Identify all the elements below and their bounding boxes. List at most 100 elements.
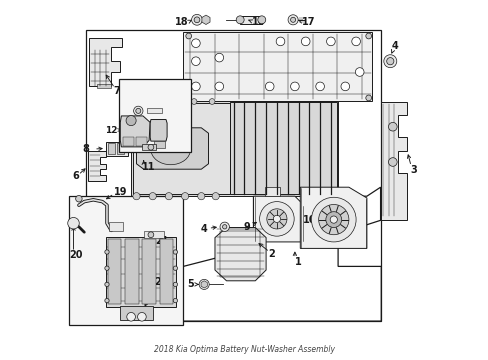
- Circle shape: [173, 282, 177, 287]
- Circle shape: [136, 108, 141, 113]
- Circle shape: [222, 225, 226, 229]
- Circle shape: [173, 298, 177, 303]
- Bar: [133, 101, 154, 110]
- Text: 4: 4: [201, 224, 207, 234]
- Circle shape: [173, 266, 177, 270]
- Circle shape: [257, 16, 265, 24]
- Bar: [142, 239, 156, 304]
- Circle shape: [191, 57, 200, 66]
- Circle shape: [104, 298, 109, 303]
- Text: 1: 1: [294, 257, 301, 267]
- Text: 14: 14: [172, 105, 185, 114]
- Polygon shape: [136, 128, 208, 169]
- Bar: [146, 108, 162, 113]
- Circle shape: [386, 58, 393, 65]
- Polygon shape: [380, 102, 406, 220]
- Text: 3: 3: [409, 165, 416, 175]
- Text: 12: 12: [105, 126, 118, 135]
- Text: 2018 Kia Optima Battery Nut-Washer Assembly: 2018 Kia Optima Battery Nut-Washer Assem…: [154, 345, 334, 354]
- Circle shape: [266, 209, 286, 229]
- Circle shape: [148, 144, 153, 150]
- Bar: [136, 137, 146, 146]
- Circle shape: [104, 282, 109, 287]
- Bar: [143, 231, 163, 238]
- Circle shape: [318, 204, 348, 235]
- Bar: [117, 143, 123, 154]
- Circle shape: [104, 266, 109, 270]
- Polygon shape: [88, 151, 106, 181]
- Circle shape: [191, 39, 200, 48]
- Bar: [106, 237, 176, 307]
- Polygon shape: [120, 116, 150, 147]
- Circle shape: [173, 250, 177, 254]
- Bar: [125, 239, 139, 304]
- Text: 5: 5: [187, 279, 194, 289]
- Circle shape: [351, 37, 360, 46]
- Circle shape: [355, 68, 363, 76]
- Text: 7: 7: [113, 86, 120, 96]
- Circle shape: [149, 193, 156, 200]
- Bar: [120, 306, 152, 320]
- Circle shape: [276, 37, 284, 46]
- Circle shape: [181, 193, 188, 200]
- Circle shape: [273, 215, 280, 222]
- Text: 18: 18: [175, 17, 188, 27]
- Bar: [97, 84, 111, 88]
- Text: 11: 11: [142, 162, 155, 172]
- Text: 21: 21: [155, 236, 168, 246]
- Bar: [142, 144, 156, 150]
- Bar: [86, 30, 381, 321]
- Bar: [220, 231, 260, 277]
- Polygon shape: [133, 103, 230, 194]
- Bar: [153, 141, 164, 148]
- Circle shape: [290, 82, 299, 91]
- Bar: [69, 196, 183, 325]
- Bar: [107, 143, 115, 154]
- Text: 17: 17: [302, 17, 315, 27]
- Circle shape: [199, 279, 209, 289]
- Text: 20: 20: [69, 250, 82, 260]
- Bar: [159, 239, 173, 304]
- Text: 16: 16: [251, 17, 264, 27]
- Circle shape: [197, 193, 204, 200]
- Circle shape: [340, 82, 349, 91]
- Circle shape: [365, 33, 371, 39]
- Circle shape: [383, 55, 396, 68]
- Circle shape: [287, 15, 298, 25]
- Text: 4: 4: [391, 41, 398, 51]
- Circle shape: [137, 99, 142, 104]
- Bar: [265, 187, 279, 196]
- Circle shape: [191, 14, 202, 25]
- Text: 19: 19: [114, 186, 127, 197]
- Bar: [106, 142, 128, 156]
- Bar: [119, 79, 191, 152]
- Circle shape: [185, 33, 191, 39]
- Circle shape: [326, 37, 335, 46]
- Text: 8: 8: [82, 144, 89, 154]
- Bar: [240, 16, 261, 24]
- Bar: [107, 239, 121, 304]
- Circle shape: [126, 116, 136, 126]
- Circle shape: [215, 82, 223, 91]
- Circle shape: [194, 17, 200, 23]
- Circle shape: [215, 53, 223, 62]
- Text: 15: 15: [155, 139, 167, 148]
- Circle shape: [148, 232, 153, 238]
- Circle shape: [185, 95, 191, 101]
- Circle shape: [133, 193, 140, 200]
- Circle shape: [387, 122, 396, 131]
- Circle shape: [315, 82, 324, 91]
- Circle shape: [387, 158, 396, 166]
- Text: 22: 22: [153, 276, 167, 287]
- Circle shape: [68, 217, 79, 229]
- Circle shape: [290, 17, 295, 22]
- Text: 9: 9: [243, 222, 249, 232]
- Circle shape: [209, 99, 215, 104]
- Circle shape: [155, 99, 161, 104]
- Polygon shape: [150, 120, 167, 141]
- Polygon shape: [215, 228, 265, 281]
- Circle shape: [265, 82, 273, 91]
- Circle shape: [191, 99, 197, 104]
- Circle shape: [137, 312, 146, 321]
- Circle shape: [126, 312, 135, 321]
